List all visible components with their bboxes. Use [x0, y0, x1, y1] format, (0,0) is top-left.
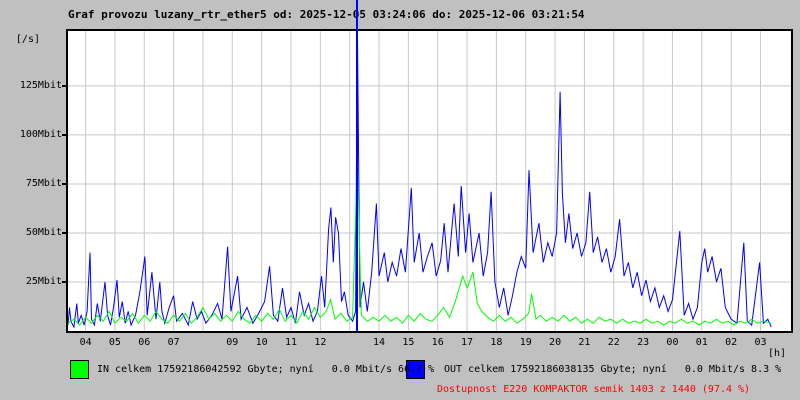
y-tick-label: 50Mbit	[25, 226, 62, 238]
y-tick-label: 25Mbit	[25, 275, 62, 287]
x-tick-label: 06	[138, 337, 151, 348]
plot-area	[66, 29, 793, 333]
out-peak-spike-overlay	[356, 0, 358, 331]
x-tick-label: 21	[578, 337, 591, 348]
x-tick-label: 15	[402, 337, 415, 348]
x-tick-label: 01	[695, 337, 708, 348]
x-tick-label: 05	[108, 337, 121, 348]
y-tick-label: 75Mbit	[25, 177, 62, 189]
x-tick-label: 00	[666, 337, 679, 348]
x-tick-label: 23	[637, 337, 650, 348]
y-tick-mark	[62, 182, 67, 185]
y-tick-mark	[62, 133, 67, 136]
x-tick-label: 09	[226, 337, 239, 348]
x-tick-label: 12	[314, 337, 327, 348]
x-tick-label: 22	[607, 337, 620, 348]
x-tick-label: 18	[490, 337, 503, 348]
y-tick-label: 125Mbit	[19, 79, 62, 91]
x-tick-label: 20	[549, 337, 562, 348]
x-tick-label: 07	[167, 337, 180, 348]
x-tick-label: 10	[255, 337, 268, 348]
x-tick-label: 16	[431, 337, 444, 348]
y-tick-mark	[62, 280, 67, 283]
traffic-chart	[68, 31, 791, 331]
in-legend-swatch	[70, 360, 89, 379]
out-legend-text: OUT celkem 17592186038135 Gbyte; nyní 0.…	[444, 364, 782, 375]
availability-text: Dostupnost E220 KOMPAKTOR semik 1403 z 1…	[437, 384, 751, 395]
y-tick-mark	[62, 231, 67, 234]
series-line-in	[68, 158, 772, 326]
y-tick-label: 100Mbit	[19, 128, 62, 140]
x-tick-label: 11	[284, 337, 298, 348]
y-tick-mark	[62, 84, 67, 87]
x-tick-label: 02	[725, 337, 738, 348]
x-tick-label: 04	[79, 337, 92, 348]
x-tick-label: 14	[372, 337, 386, 348]
x-tick-label: 17	[461, 337, 474, 348]
page-title: Graf provozu luzany_rtr_ether5 od: 2025-…	[68, 8, 585, 21]
in-legend-text: IN celkem 17592186042592 Gbyte; nyní 0.0…	[97, 364, 435, 375]
y-axis-unit-label: [/s]	[15, 34, 40, 45]
x-tick-label: 03	[754, 337, 767, 348]
out-legend-swatch	[406, 360, 425, 379]
x-axis-unit-label: [h]	[768, 348, 787, 359]
series-line-out	[68, 31, 772, 329]
x-tick-label: 19	[519, 337, 532, 348]
